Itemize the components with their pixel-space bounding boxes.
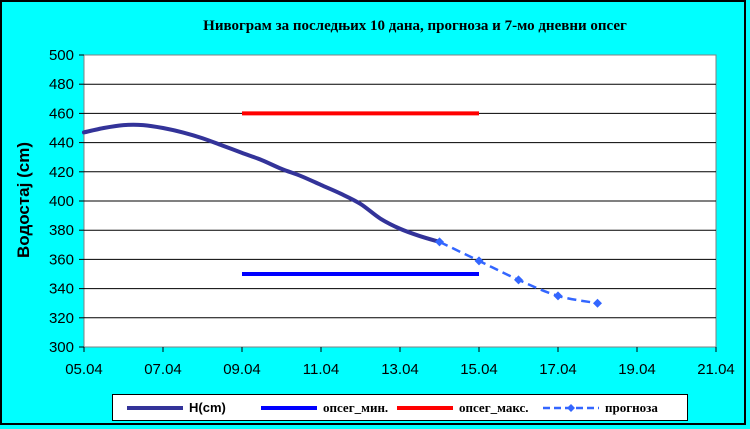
forecast-point [474, 256, 484, 266]
x-tick-label: 05.04 [65, 361, 103, 378]
legend-item-max: опсег_макс. [397, 395, 529, 420]
legend-swatch-forecast [543, 403, 599, 412]
legend: H(cm) опсег_мин. опсег_макс. прогноза [112, 394, 688, 421]
x-tick-label: 19.04 [618, 361, 656, 378]
x-tick-label: 15.04 [460, 361, 498, 378]
y-axis-label: Водостај (cm) [14, 142, 33, 258]
legend-item-forecast: прогноза [543, 395, 658, 420]
legend-label-h: H(cm) [189, 400, 226, 415]
series-group [82, 111, 602, 308]
y-tick-label: 480 [49, 76, 74, 93]
y-tick-label: 380 [49, 222, 74, 239]
y-tick-label: 400 [49, 193, 74, 210]
forecast-point [514, 275, 523, 285]
y-tick-label: 360 [49, 251, 74, 268]
y-tick-label: 420 [49, 164, 74, 181]
y-tick-label: 320 [49, 310, 74, 327]
y-tick-label: 500 [49, 47, 74, 64]
forecast-point [553, 291, 563, 301]
forecast-point [435, 237, 444, 247]
y-tick-label: 460 [49, 105, 74, 122]
x-tick-label: 11.04 [303, 361, 339, 378]
legend-swatch-max [397, 405, 453, 410]
legend-label-min: опсег_мин. [323, 399, 389, 415]
y-axis-ticks: 300 320 340 360 380 400 420 440 460 480 500 [49, 47, 84, 356]
legend-label-max: опсег_макс. [459, 399, 529, 415]
x-axis-ticks: 05.04 07.04 09.04 11.04 13.04 15.04 17.04 19.04… [65, 347, 735, 378]
x-tick-label: 21.04 [697, 361, 735, 378]
forecast-point [593, 298, 602, 308]
y-tick-label: 300 [49, 339, 74, 356]
y-tick-label: 440 [49, 135, 74, 152]
x-tick-label: 13.04 [381, 361, 419, 378]
x-tick-label: 07.04 [144, 361, 182, 378]
y-tick-label: 340 [49, 281, 74, 298]
legend-label-forecast: прогноза [605, 399, 658, 415]
legend-item-min: опсег_мин. [261, 395, 388, 420]
legend-swatch-min [261, 405, 317, 410]
x-tick-label: 09.04 [223, 361, 261, 378]
legend-item-h: H(cm) [127, 395, 226, 420]
chart-title: Ниво­грам за последњих 10 дана, прогноза… [203, 18, 627, 34]
legend-swatch-h [127, 405, 183, 410]
x-tick-label: 17.04 [539, 361, 577, 378]
series-line-h [82, 122, 442, 244]
